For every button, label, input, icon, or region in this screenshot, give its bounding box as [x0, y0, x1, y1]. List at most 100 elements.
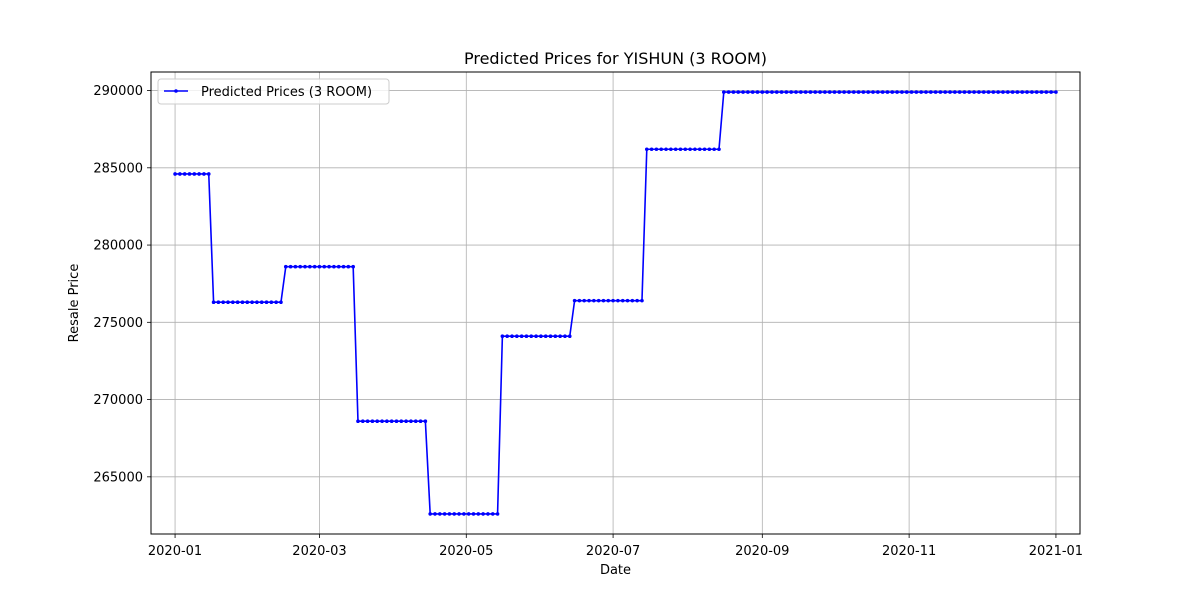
data-point — [635, 298, 639, 303]
data-point — [466, 512, 471, 516]
data-point — [625, 298, 630, 303]
data-point — [495, 512, 500, 516]
data-point — [197, 172, 201, 176]
data-point — [717, 147, 721, 152]
data-point — [818, 90, 822, 94]
data-point — [842, 90, 846, 94]
data-point — [972, 90, 976, 94]
data-point — [794, 90, 798, 94]
data-point — [206, 172, 211, 176]
data-point — [360, 419, 365, 424]
data-point — [231, 300, 235, 305]
data-point — [413, 419, 418, 424]
data-point — [274, 300, 278, 305]
y-tick-label: 285000 — [93, 161, 143, 176]
data-point — [803, 90, 808, 94]
data-point — [1034, 90, 1039, 94]
data-point — [317, 264, 322, 269]
grid-lines — [151, 72, 1080, 534]
data-point — [678, 147, 683, 152]
y-tick-label: 275000 — [93, 316, 143, 331]
data-point — [481, 512, 485, 516]
data-point — [1010, 90, 1015, 94]
data-point — [452, 512, 457, 516]
data-point — [548, 334, 553, 339]
data-point — [799, 90, 803, 94]
data-point — [1030, 90, 1034, 94]
y-tick-label: 270000 — [93, 393, 143, 408]
data-point — [890, 90, 895, 94]
data-point — [409, 419, 413, 424]
legend-label: Predicted Prices (3 ROOM) — [201, 85, 372, 100]
data-point — [572, 298, 577, 303]
data-point — [654, 147, 659, 152]
data-point — [543, 334, 548, 339]
data-point — [592, 298, 596, 303]
data-point — [750, 90, 755, 94]
data-point — [697, 147, 702, 152]
data-point — [240, 300, 245, 305]
data-point — [423, 419, 428, 424]
data-point — [1049, 90, 1053, 94]
data-point — [1039, 90, 1044, 94]
data-point — [490, 512, 495, 516]
data-point — [515, 334, 519, 339]
data-point — [765, 90, 769, 94]
data-point — [510, 334, 514, 339]
data-point — [216, 300, 221, 305]
data-point — [587, 298, 591, 303]
data-point — [774, 90, 779, 94]
data-point — [755, 90, 760, 94]
data-point — [1001, 90, 1005, 94]
legend-marker-swatch — [174, 89, 178, 93]
data-point — [876, 90, 880, 94]
data-point — [399, 419, 404, 424]
data-point — [187, 172, 192, 176]
data-point — [664, 147, 668, 152]
y-tick-label: 265000 — [93, 470, 143, 485]
x-tick-label: 2020-09 — [735, 544, 789, 559]
data-point — [365, 419, 370, 424]
data-point — [924, 90, 928, 94]
x-tick-label: 2020-01 — [148, 544, 202, 559]
data-point — [293, 264, 298, 269]
data-point — [909, 90, 914, 94]
data-point — [919, 90, 923, 94]
data-point — [741, 90, 745, 94]
data-point — [394, 419, 399, 424]
data-point — [1044, 90, 1049, 94]
y-axis-label: Resale Price — [67, 264, 82, 343]
y-tick-label: 280000 — [93, 239, 143, 254]
data-point — [389, 419, 394, 424]
data-point — [683, 147, 688, 152]
data-point — [582, 298, 587, 303]
data-point — [847, 90, 851, 94]
data-point — [957, 90, 962, 94]
data-point — [505, 334, 510, 339]
data-point — [558, 334, 562, 339]
data-point — [779, 90, 784, 94]
data-point — [726, 90, 731, 94]
data-point — [375, 419, 380, 424]
x-tick-label: 2020-11 — [882, 544, 936, 559]
data-point — [385, 419, 389, 424]
data-point — [596, 298, 601, 303]
data-point — [322, 264, 327, 269]
data-point — [616, 298, 620, 303]
data-point — [953, 90, 957, 94]
data-point — [746, 90, 750, 94]
x-tick-label: 2020-03 — [292, 544, 346, 559]
data-point — [264, 300, 269, 305]
data-point — [736, 90, 741, 94]
data-point — [226, 300, 230, 305]
data-point — [986, 90, 991, 94]
data-point — [885, 90, 890, 94]
data-point — [784, 90, 789, 94]
data-point — [832, 90, 837, 94]
data-point — [1025, 90, 1029, 94]
x-tick-label: 2020-07 — [586, 544, 640, 559]
x-axis-ticks: 2020-01 2020-03 2020-05 2020-07 2020-09 2020-… — [148, 534, 1083, 559]
data-point — [211, 300, 216, 305]
x-tick-label: 2020-05 — [439, 544, 493, 559]
data-point — [303, 264, 307, 269]
